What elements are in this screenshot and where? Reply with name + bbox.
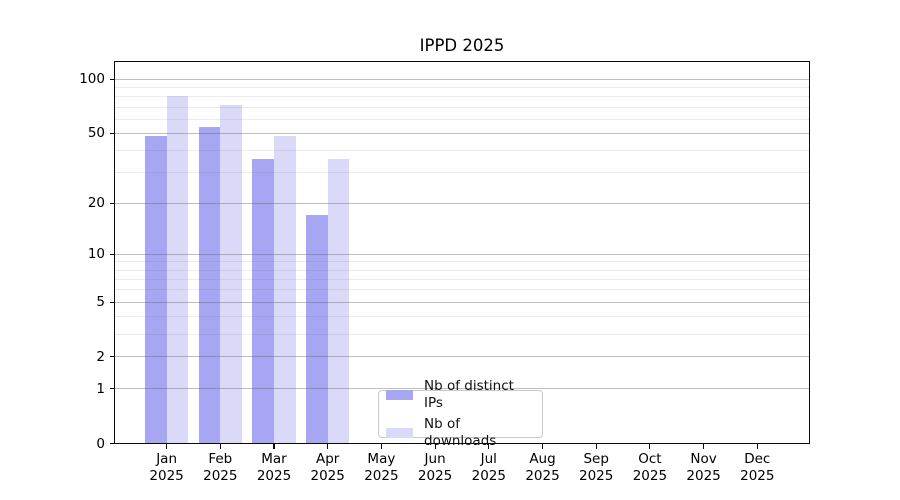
y-gridline-minor-60: [114, 118, 810, 120]
x-tick-mark-jan: [166, 444, 168, 449]
x-tick-label-jan: Jan 2025: [149, 451, 184, 484]
y-tick-mark-50: [109, 132, 114, 134]
y-gridline-minor-30: [114, 172, 810, 174]
y-gridline-minor-70: [114, 106, 810, 108]
y-gridline-major-50: [114, 132, 810, 134]
y-tick-label-100: 100: [79, 71, 105, 88]
legend-item-distinct-ips: Nb of distinct IPs: [386, 378, 534, 412]
y-tick-label-50: 50: [87, 125, 105, 142]
y-tick-label-20: 20: [87, 195, 105, 212]
bar-downloads-feb: [220, 104, 242, 444]
y-gridline-minor-3: [114, 333, 810, 335]
bar-downloads-mar: [274, 136, 296, 444]
bar-distinct-ips-mar: [252, 158, 274, 444]
x-tick-mark-oct: [649, 444, 651, 449]
x-tick-mark-may: [380, 444, 382, 449]
y-tick-mark-10: [109, 253, 114, 255]
x-tick-mark-mar: [273, 444, 275, 449]
y-tick-mark-100: [109, 78, 114, 80]
y-tick-mark-0: [109, 442, 114, 445]
x-tick-label-jul: Jul 2025: [471, 451, 506, 484]
axis-spine-right: [808, 61, 810, 444]
y-gridline-minor-7: [114, 278, 810, 280]
x-tick-label-mar: Mar 2025: [256, 451, 292, 484]
chart-title: IPPD 2025: [419, 36, 505, 55]
legend-label-distinct-ips: Nb of distinct IPs: [424, 378, 514, 411]
y-gridline-minor-80: [114, 96, 810, 98]
plot-area: [114, 61, 810, 444]
y-gridline-major-100: [114, 78, 810, 80]
x-tick-mark-apr: [327, 444, 329, 449]
x-tick-label-dec: Dec 2025: [740, 451, 775, 484]
legend-label-downloads: Nb of downloads: [424, 416, 497, 449]
y-tick-mark-20: [109, 202, 114, 204]
x-tick-label-jun: Jun 2025: [417, 451, 453, 484]
y-gridline-minor-4: [114, 316, 810, 317]
bar-downloads-jan: [166, 95, 189, 444]
bar-distinct-ips-feb: [198, 127, 221, 444]
legend-swatch-distinct-ips: [386, 390, 413, 400]
x-tick-mark-feb: [219, 444, 221, 449]
x-tick-mark-nov: [703, 444, 705, 449]
y-tick-label-5: 5: [96, 294, 105, 311]
y-gridline-major-5: [114, 301, 810, 303]
x-tick-mark-aug: [541, 444, 544, 449]
axis-spine-top: [114, 61, 810, 63]
bar-distinct-ips-apr: [306, 215, 328, 444]
bar-distinct-ips-jan: [144, 136, 167, 444]
axis-spine-bottom: [114, 442, 810, 444]
legend-item-downloads: Nb of downloads: [386, 416, 534, 450]
x-tick-label-nov: Nov 2025: [686, 451, 721, 484]
y-gridline-major-1: [114, 388, 810, 390]
x-tick-label-feb: Feb 2025: [203, 451, 238, 484]
x-tick-mark-jun: [434, 444, 436, 449]
x-tick-mark-dec: [756, 444, 758, 449]
y-gridline-major-10: [114, 253, 810, 255]
bar-downloads-apr: [327, 158, 350, 444]
x-tick-label-aug: Aug 2025: [525, 451, 560, 484]
x-tick-label-may: May 2025: [364, 451, 399, 484]
y-gridline-minor-6: [114, 289, 810, 291]
x-tick-label-oct: Oct 2025: [632, 451, 668, 484]
legend-swatch-downloads: [386, 428, 413, 438]
y-tick-label-2: 2: [96, 348, 105, 365]
x-tick-label-apr: Apr 2025: [310, 451, 345, 484]
y-tick-mark-1: [109, 388, 114, 390]
x-tick-mark-jul: [488, 444, 490, 449]
x-tick-label-sep: Sep 2025: [579, 451, 614, 484]
y-tick-label-1: 1: [96, 380, 105, 397]
axis-spine-left: [114, 61, 116, 444]
y-tick-mark-5: [109, 301, 114, 303]
y-gridline-minor-40: [114, 149, 810, 151]
x-tick-mark-sep: [595, 444, 597, 449]
y-gridline-major-2: [114, 356, 810, 358]
y-gridline-minor-90: [114, 87, 810, 89]
y-tick-label-0: 0: [96, 435, 105, 452]
y-tick-mark-2: [109, 356, 114, 358]
y-tick-label-10: 10: [87, 246, 105, 263]
y-gridline-minor-8: [114, 269, 810, 271]
y-gridline-minor-9: [114, 261, 810, 263]
y-gridline-major-20: [114, 202, 810, 204]
legend: Nb of distinct IPs Nb of downloads: [378, 378, 543, 449]
